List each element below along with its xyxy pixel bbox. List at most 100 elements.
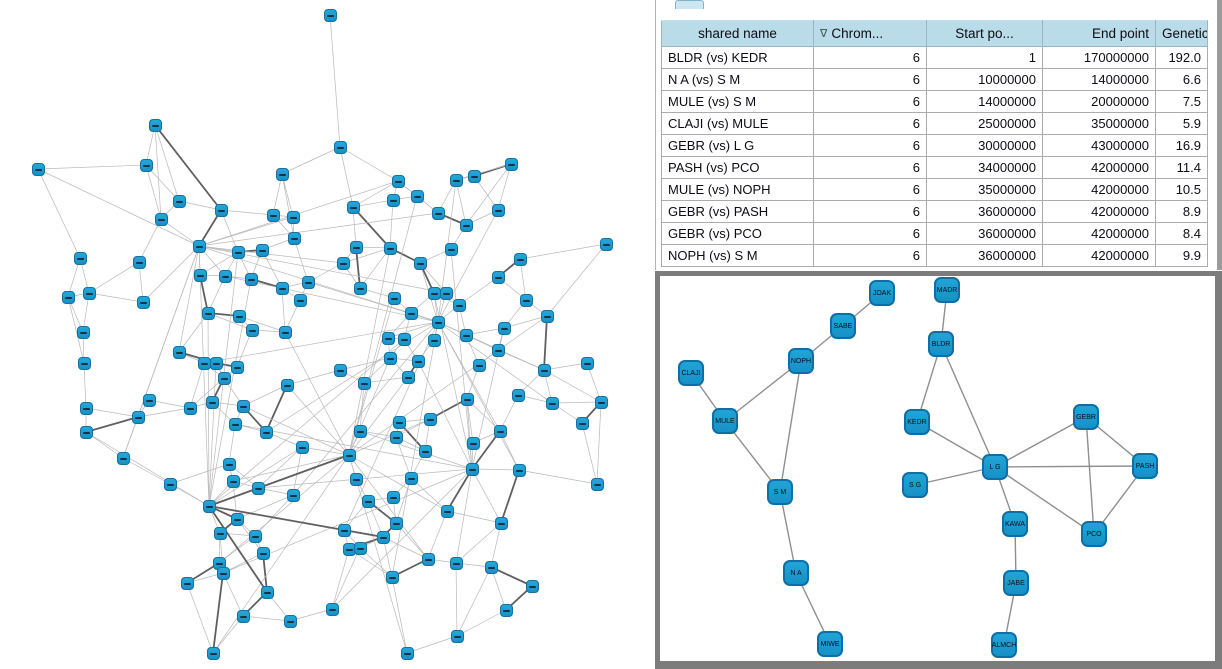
table-row[interactable]: N A (vs) S M 6 10000000 14000000 6.6 xyxy=(661,68,1208,91)
graph-node[interactable] xyxy=(499,603,513,617)
graph-node[interactable] xyxy=(383,351,397,365)
table-cell[interactable]: GEBR (vs) PCO xyxy=(661,222,814,245)
graph-node[interactable] xyxy=(209,356,223,370)
graph-node[interactable] xyxy=(449,556,463,570)
graph-node[interactable] xyxy=(460,392,474,406)
table-cell[interactable]: 10.5 xyxy=(1155,178,1208,201)
graph-node[interactable] xyxy=(73,251,87,265)
graph-node[interactable] xyxy=(206,646,220,660)
graph-node[interactable] xyxy=(491,203,505,217)
table-cell[interactable]: 6 xyxy=(813,156,927,179)
graph-node[interactable] xyxy=(404,306,418,320)
graph-node[interactable] xyxy=(256,546,270,560)
column-header-start-position[interactable]: Start po... xyxy=(926,20,1043,47)
graph-node[interactable] xyxy=(465,462,479,476)
graph-node[interactable] xyxy=(494,516,508,530)
graph-node[interactable] xyxy=(386,193,400,207)
graph-node-pash[interactable]: PASH xyxy=(1132,453,1158,479)
table-cell[interactable]: 9.9 xyxy=(1155,244,1208,267)
graph-node[interactable] xyxy=(353,281,367,295)
graph-node[interactable] xyxy=(353,424,367,438)
table-cell[interactable]: 36000000 xyxy=(926,200,1043,223)
graph-node[interactable] xyxy=(301,275,315,289)
graph-node[interactable] xyxy=(427,286,441,300)
graph-node-s-g[interactable]: S G xyxy=(902,472,928,498)
graph-node[interactable] xyxy=(504,157,518,171)
graph-node[interactable] xyxy=(201,306,215,320)
graph-node[interactable] xyxy=(349,240,363,254)
graph-node-n-a[interactable]: N A xyxy=(783,560,809,586)
table-cell[interactable]: CLAJI (vs) MULE xyxy=(661,112,814,135)
graph-node[interactable] xyxy=(77,356,91,370)
graph-node[interactable] xyxy=(389,430,403,444)
table-cell[interactable]: 6 xyxy=(813,46,927,69)
graph-node[interactable] xyxy=(205,395,219,409)
graph-node-claji[interactable]: CLAJI xyxy=(678,360,704,386)
table-cell[interactable]: 10000000 xyxy=(926,68,1043,91)
graph-node[interactable] xyxy=(401,370,415,384)
table-row[interactable]: MULE (vs) NOPH 6 35000000 42000000 10.5 xyxy=(661,178,1208,201)
graph-node[interactable] xyxy=(491,270,505,284)
graph-node[interactable] xyxy=(431,206,445,220)
graph-node[interactable] xyxy=(472,358,486,372)
graph-node-jabe[interactable]: JABE xyxy=(1003,570,1029,596)
table-cell[interactable]: 6 xyxy=(813,112,927,135)
graph-node-bldr[interactable]: BLDR xyxy=(928,331,954,357)
table-row[interactable]: MULE (vs) S M 6 14000000 20000000 7.5 xyxy=(661,90,1208,113)
table-cell[interactable]: 14000000 xyxy=(926,90,1043,113)
graph-node[interactable] xyxy=(245,323,259,337)
graph-node[interactable] xyxy=(163,477,177,491)
graph-node[interactable] xyxy=(251,481,265,495)
table-cell[interactable]: 42000000 xyxy=(1042,156,1156,179)
table-row[interactable]: GEBR (vs) PASH 6 36000000 42000000 8.9 xyxy=(661,200,1208,223)
graph-node[interactable] xyxy=(493,424,507,438)
table-cell[interactable]: MULE (vs) NOPH xyxy=(661,178,814,201)
graph-node[interactable] xyxy=(342,448,356,462)
table-cell[interactable]: 6 xyxy=(813,178,927,201)
graph-node[interactable] xyxy=(79,425,93,439)
graph-node[interactable] xyxy=(231,245,245,259)
graph-node[interactable] xyxy=(467,169,481,183)
graph-node[interactable] xyxy=(222,457,236,471)
graph-node-noph[interactable]: NOPH xyxy=(788,348,814,374)
graph-node[interactable] xyxy=(79,401,93,415)
graph-node[interactable] xyxy=(353,541,367,555)
graph-node[interactable] xyxy=(230,512,244,526)
graph-node[interactable] xyxy=(248,529,262,543)
graph-node[interactable] xyxy=(183,401,197,415)
graph-node[interactable] xyxy=(213,526,227,540)
graph-node[interactable] xyxy=(540,309,554,323)
graph-node[interactable] xyxy=(236,609,250,623)
graph-node[interactable] xyxy=(172,194,186,208)
table-cell[interactable]: 6 xyxy=(813,200,927,223)
table-cell[interactable]: 6 xyxy=(813,134,927,157)
graph-node[interactable] xyxy=(172,345,186,359)
graph-node[interactable] xyxy=(232,309,246,323)
graph-node[interactable] xyxy=(391,174,405,188)
graph-node[interactable] xyxy=(236,399,250,413)
graph-node-gebr[interactable]: GEBR xyxy=(1073,404,1099,430)
graph-node[interactable] xyxy=(82,286,96,300)
table-row[interactable]: GEBR (vs) PCO 6 36000000 42000000 8.4 xyxy=(661,222,1208,245)
graph-node[interactable] xyxy=(400,646,414,660)
table-row[interactable]: PASH (vs) PCO 6 34000000 42000000 11.4 xyxy=(661,156,1208,179)
graph-node[interactable] xyxy=(286,488,300,502)
graph-node[interactable] xyxy=(275,167,289,181)
main-network-view[interactable] xyxy=(0,0,655,669)
table-cell[interactable]: 35000000 xyxy=(1042,112,1156,135)
table-cell[interactable]: 6 xyxy=(813,90,927,113)
graph-node[interactable] xyxy=(325,602,339,616)
table-row[interactable]: BLDR (vs) KEDR 6 1 170000000 192.0 xyxy=(661,46,1208,69)
graph-node[interactable] xyxy=(389,516,403,530)
graph-node[interactable] xyxy=(594,395,608,409)
graph-node[interactable] xyxy=(537,363,551,377)
graph-node[interactable] xyxy=(466,436,480,450)
graph-node[interactable] xyxy=(287,231,301,245)
table-cell[interactable]: PASH (vs) PCO xyxy=(661,156,814,179)
table-row[interactable]: NOPH (vs) S M 6 36000000 42000000 9.9 xyxy=(661,244,1208,267)
column-header-chromosome[interactable]: ∇ Chrom... xyxy=(813,20,927,47)
column-header-genetic[interactable]: Genetic... xyxy=(1155,20,1208,47)
table-cell[interactable]: 8.4 xyxy=(1155,222,1208,245)
table-cell[interactable]: 1 xyxy=(926,46,1043,69)
graph-node[interactable] xyxy=(511,388,525,402)
